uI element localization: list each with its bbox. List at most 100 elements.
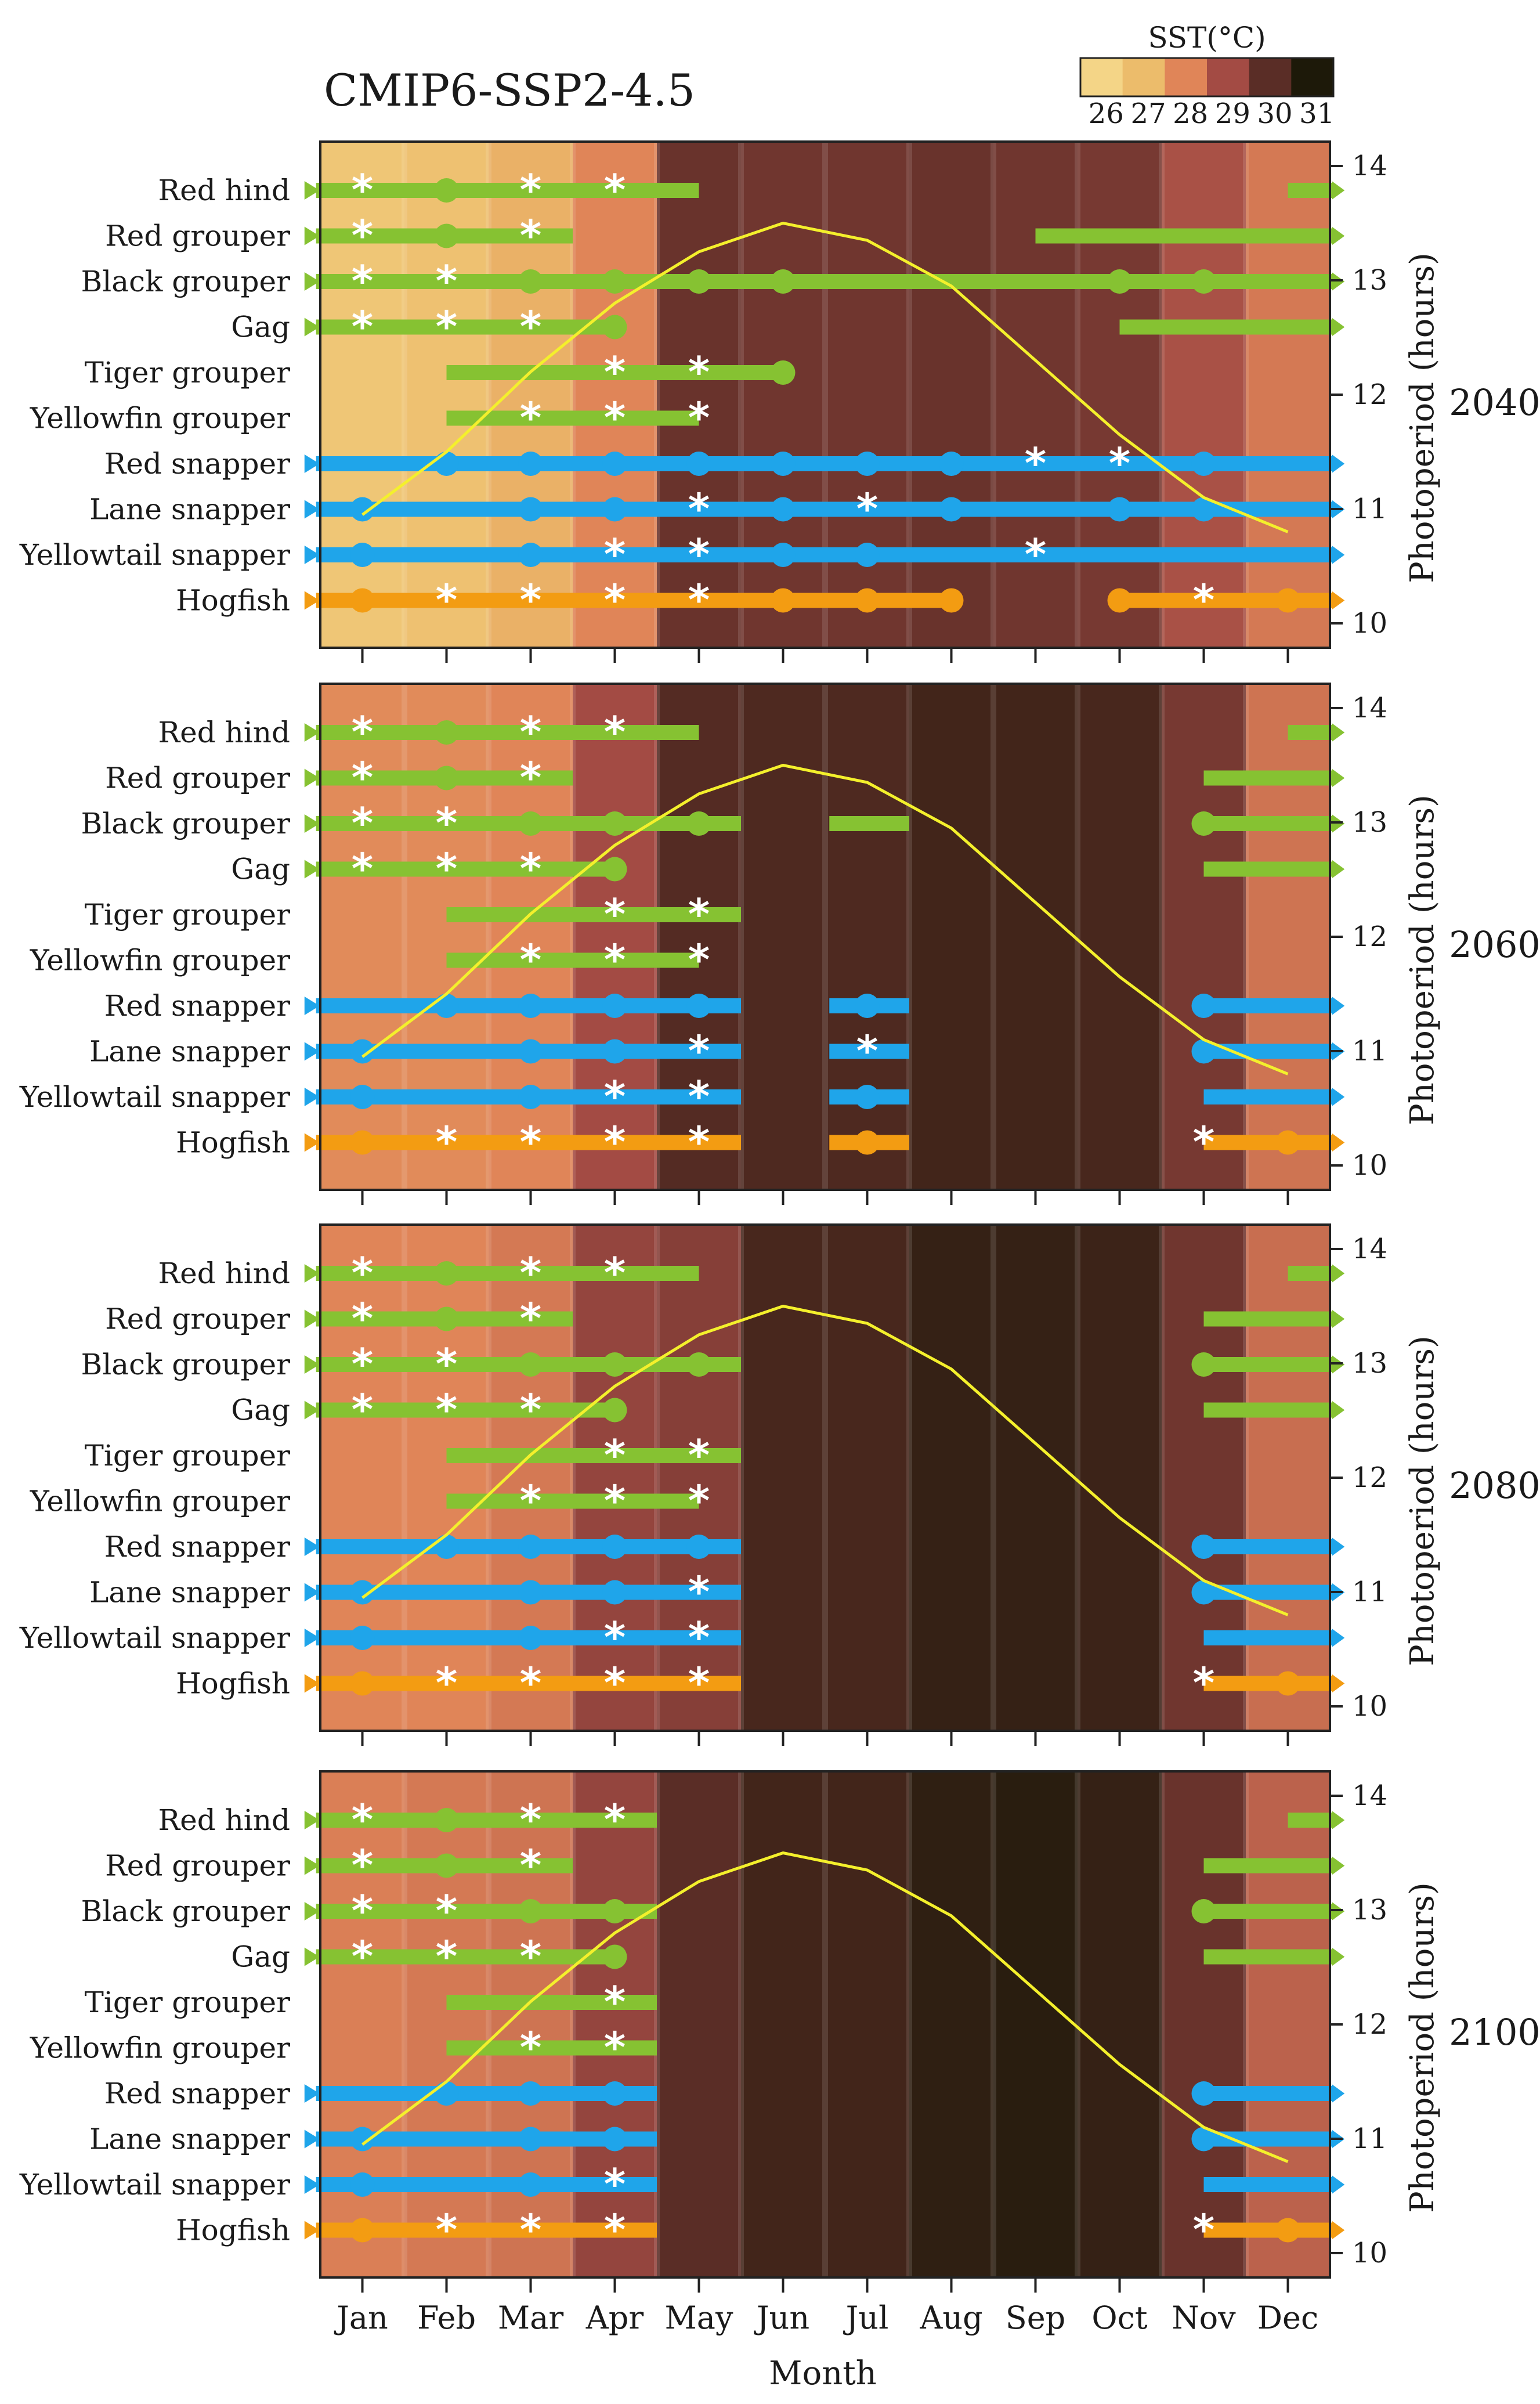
bar-arrow-left: [304, 1042, 320, 1061]
sst-legend-swatch: [1249, 58, 1292, 96]
peak-spawning-dot: [518, 811, 543, 836]
spawning-bar: [1203, 1584, 1335, 1600]
peak-spawning-dot: [434, 1808, 459, 1832]
species-label: Yellowtail snapper: [19, 538, 290, 572]
species-label: Red hind: [158, 174, 290, 207]
peak-spawning-dot: [1275, 1130, 1300, 1155]
month-label: Aug: [919, 2300, 982, 2336]
spawning-star-marker: *: [688, 485, 710, 533]
bar-arrow-right: [1332, 723, 1345, 742]
photoperiod-tick-label: 11: [1352, 1576, 1387, 1608]
sst-legend-tick: 29: [1215, 98, 1250, 130]
bar-arrow-left: [304, 768, 320, 788]
month-label: Sep: [1006, 2300, 1066, 2336]
peak-spawning-dot: [602, 315, 627, 340]
bar-arrow-right: [1332, 181, 1345, 200]
bar-arrow-left: [304, 1811, 320, 1829]
species-label: Hogfish: [176, 2214, 290, 2247]
spawning-star-marker: *: [352, 1248, 374, 1297]
peak-spawning-dot: [518, 1352, 543, 1377]
spawning-bar: [316, 547, 1335, 562]
spawning-star-marker: *: [604, 1477, 626, 1525]
peak-spawning-dot: [1275, 2218, 1300, 2243]
spawning-star-marker: *: [520, 394, 542, 442]
photoperiod-tick-label: 12: [1352, 1461, 1387, 1494]
month-label: Jun: [754, 2300, 809, 2336]
bar-arrow-left: [304, 454, 320, 473]
photoperiod-tick-label: 13: [1352, 1347, 1387, 1380]
sst-cell: [1078, 684, 1162, 1190]
sst-cell: [741, 1225, 826, 1731]
peak-spawning-dot: [855, 994, 880, 1018]
spawning-star-marker: *: [604, 708, 626, 756]
spawning-star-marker: *: [436, 799, 458, 847]
spawning-bar: [1203, 1089, 1335, 1104]
month-label: Feb: [417, 2300, 476, 2336]
bar-arrow-right: [1332, 2084, 1345, 2103]
bar-arrow-right: [1332, 1947, 1345, 1966]
bar-arrow-left: [304, 272, 320, 291]
spawning-bar: [446, 907, 741, 922]
spawning-star-marker: *: [436, 844, 458, 893]
spawning-star-marker: *: [604, 530, 626, 579]
spawning-bar: [316, 1402, 615, 1418]
bar-arrow-right: [1332, 1088, 1345, 1106]
sst-cell: [993, 142, 1078, 648]
spawning-star-marker: *: [688, 1568, 710, 1616]
peak-spawning-dot: [686, 452, 711, 476]
sst-cell: [1078, 1225, 1162, 1731]
spawning-star-marker: *: [352, 844, 374, 893]
peak-spawning-dot: [602, 2081, 627, 2106]
peak-spawning-dot: [1107, 497, 1132, 522]
peak-spawning-dot: [1191, 1352, 1216, 1377]
peak-spawning-dot: [434, 720, 459, 745]
panel-year-label: 2060: [1449, 923, 1540, 966]
bar-arrow-right: [1332, 1400, 1345, 1420]
peak-spawning-dot: [602, 1580, 627, 1605]
peak-spawning-dot: [939, 452, 964, 476]
peak-spawning-dot: [771, 543, 796, 567]
spawning-star-marker: *: [604, 2206, 626, 2254]
spawning-star-marker: *: [436, 576, 458, 625]
spawning-star-marker: *: [520, 1294, 542, 1343]
sst-legend-swatch: [1291, 58, 1334, 96]
peak-spawning-dot: [434, 994, 459, 1018]
sst-cell: [825, 684, 910, 1190]
month-label: Nov: [1172, 2300, 1236, 2336]
spawning-star-marker: *: [688, 1118, 710, 1167]
spawning-bar: [1203, 1044, 1335, 1059]
bar-arrow-left: [304, 1537, 320, 1556]
month-label: May: [665, 2300, 733, 2336]
peak-spawning-dot: [771, 588, 796, 613]
chart-title: CMIP6-SSP2-4.5: [324, 64, 695, 116]
spawning-bar: [1119, 319, 1335, 335]
bar-arrow-left: [304, 1629, 320, 1647]
spawning-star-marker: *: [436, 1932, 458, 1981]
photoperiod-tick-label: 14: [1352, 1233, 1387, 1265]
spawning-bar: [316, 501, 1335, 517]
spawning-bar: [1288, 1813, 1335, 1828]
sst-cell: [1162, 142, 1246, 648]
spawning-star-marker: *: [520, 1932, 542, 1981]
species-label: Red grouper: [105, 761, 290, 795]
spawning-bar: [1203, 816, 1335, 831]
bar-arrow-left: [304, 226, 320, 246]
spawning-star-marker: *: [436, 302, 458, 351]
spawning-star-marker: *: [352, 1294, 374, 1343]
spawning-star-marker: *: [604, 1248, 626, 1297]
peak-spawning-dot: [686, 269, 711, 294]
spawning-star-marker: *: [436, 1118, 458, 1167]
spawning-star-marker: *: [604, 936, 626, 984]
sst-cell: [909, 1771, 994, 2277]
peak-spawning-dot: [1191, 1580, 1216, 1605]
peak-spawning-dot: [518, 2127, 543, 2152]
spawning-bar: [1203, 998, 1335, 1013]
sst-legend-tick: 26: [1089, 98, 1124, 130]
peak-spawning-dot: [434, 178, 459, 203]
species-label: Yellowtail snapper: [19, 2168, 290, 2201]
peak-spawning-dot: [1191, 497, 1216, 522]
sst-cell: [404, 1771, 489, 2277]
spawning-bar: [829, 1044, 909, 1059]
sst-cell: [1078, 1771, 1162, 2277]
